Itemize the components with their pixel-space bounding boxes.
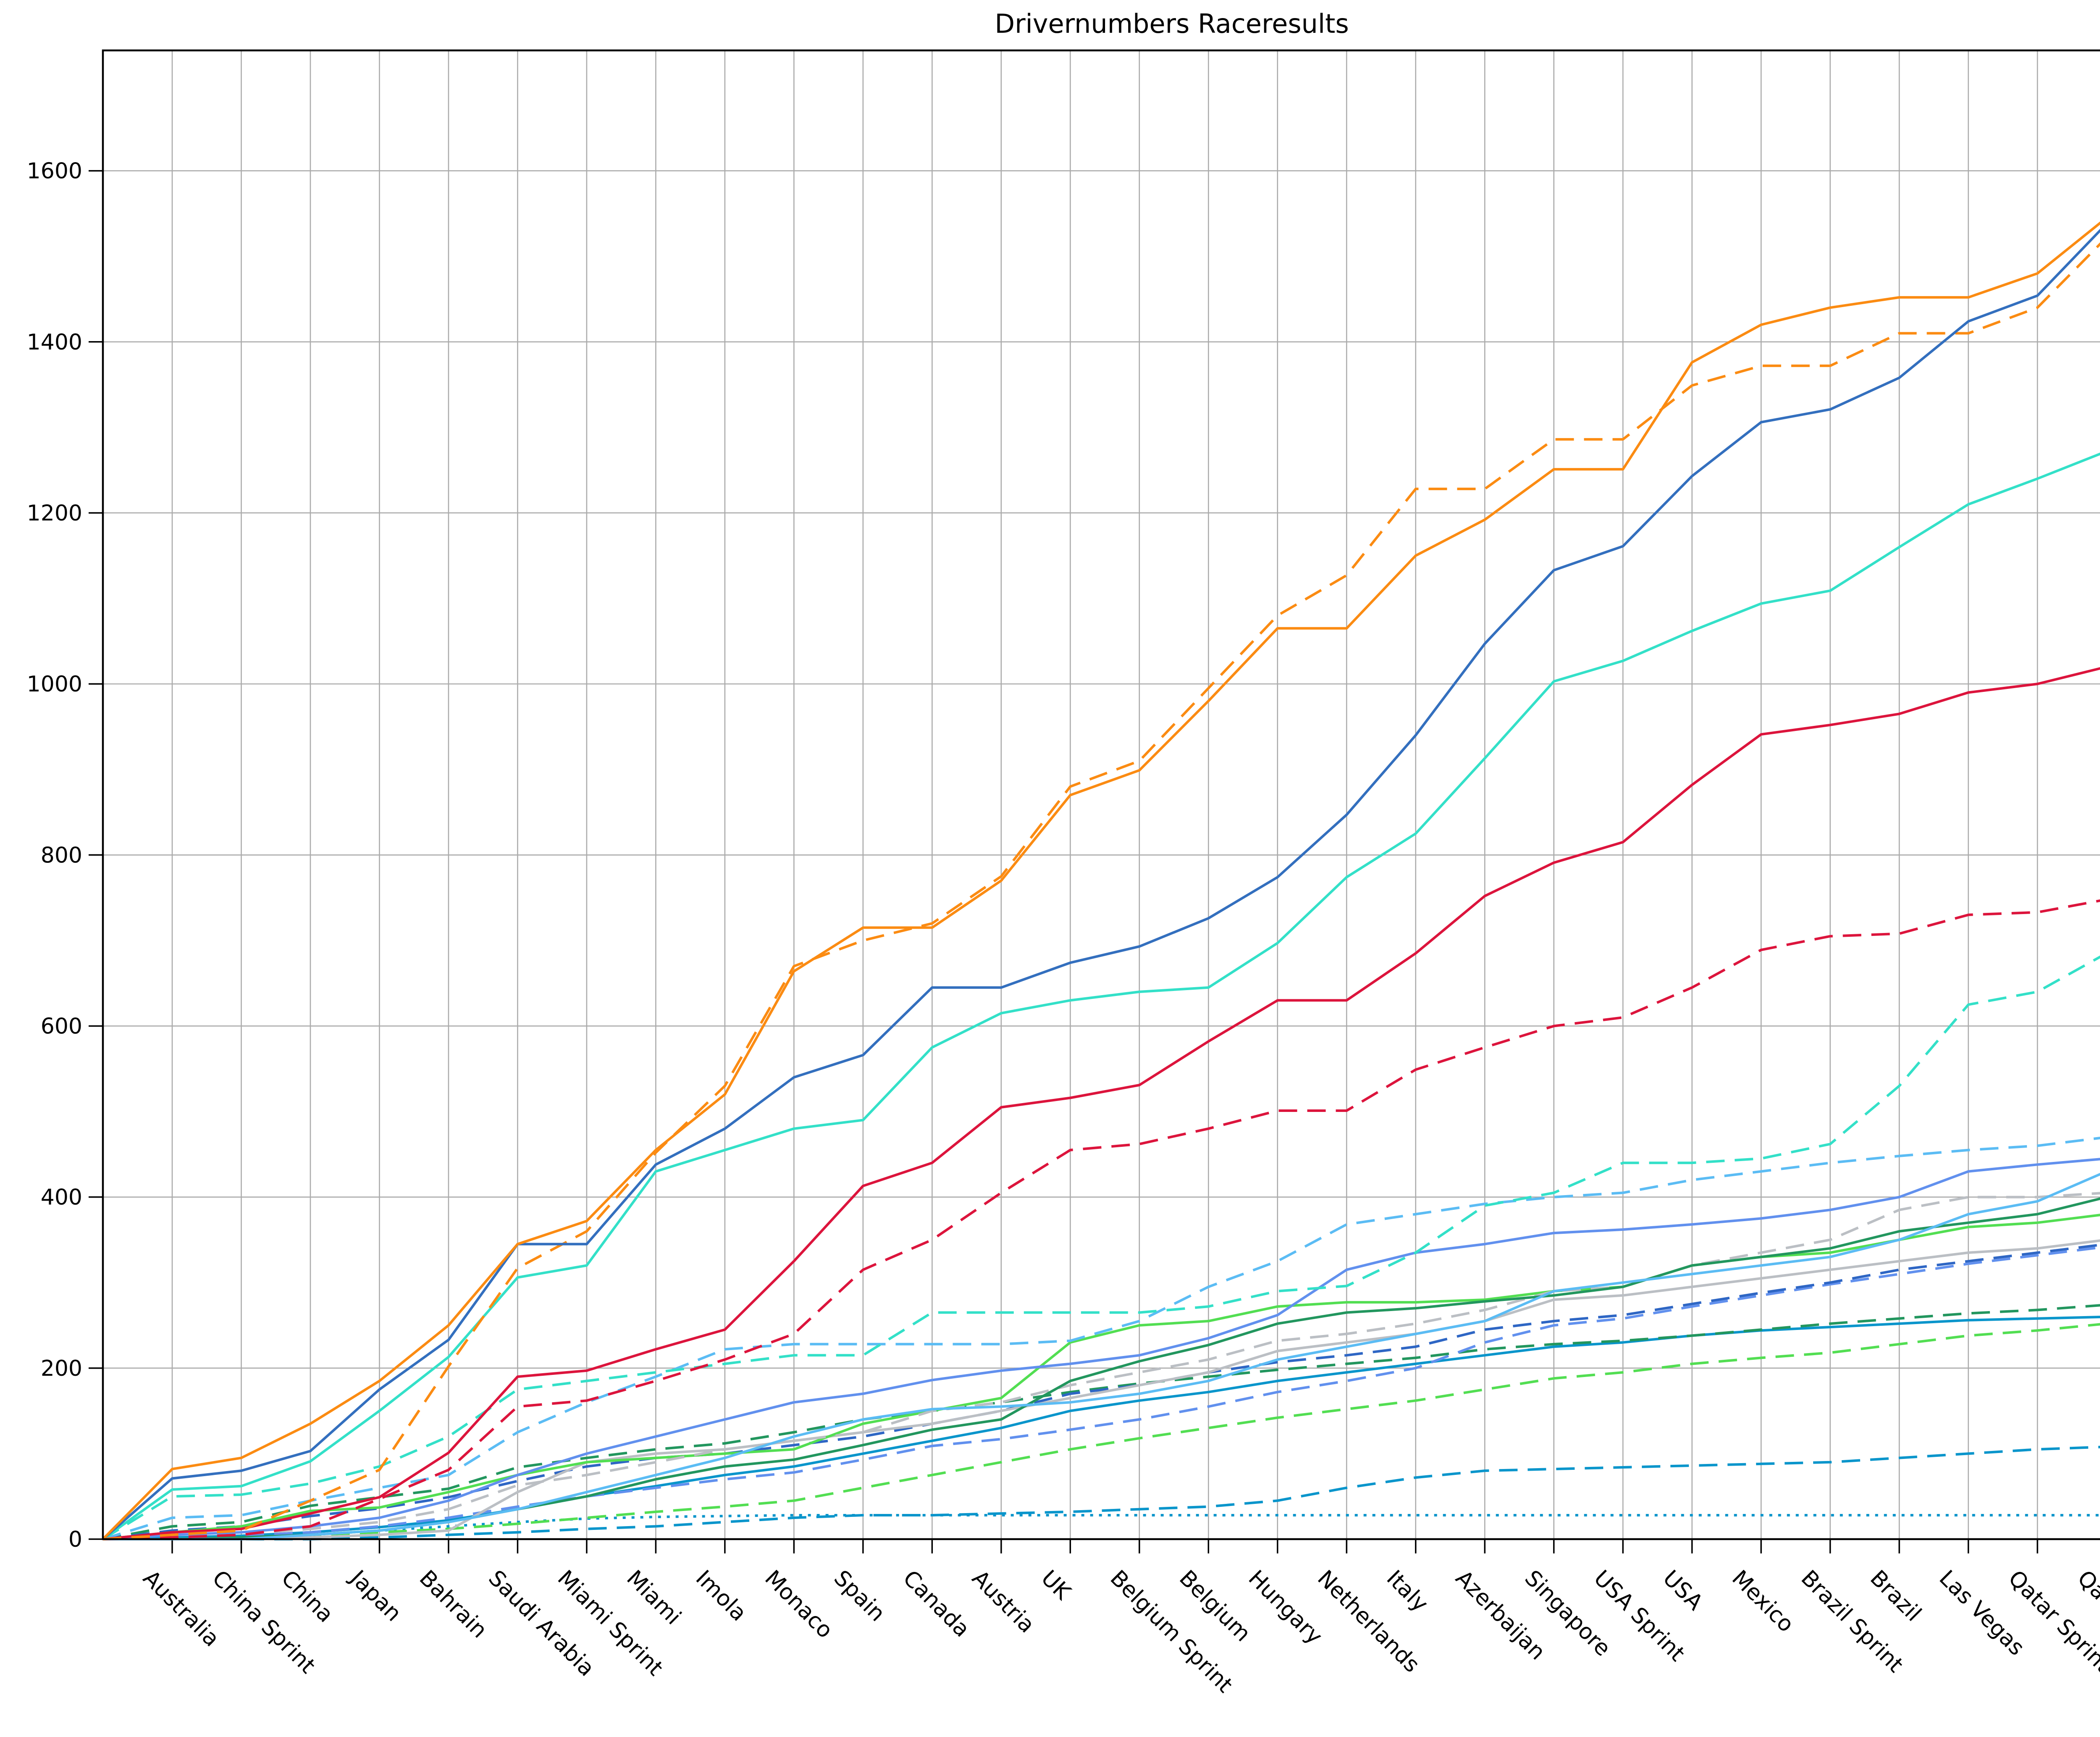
series-line-lec: [102, 667, 2100, 1540]
y-axis-tick-label: 1200: [27, 501, 82, 526]
y-axis-tick-label: 0: [68, 1527, 82, 1552]
x-axis-tick-label: USA: [1658, 1566, 1708, 1616]
x-axis-tick-label: Australia: [138, 1566, 224, 1652]
plot-border: [102, 49, 2100, 1540]
series-line-col: [103, 1445, 2100, 1540]
series-line-oco: [103, 1239, 2100, 1540]
series-line-pia: [102, 242, 2100, 1540]
series-line-nor: [102, 221, 2100, 1540]
series-line-sai: [103, 1173, 2100, 1540]
series-line-hül: [102, 1214, 2100, 1540]
series-line-tsu: [102, 1243, 2100, 1540]
y-axis-tick-label: 1000: [27, 672, 82, 697]
x-axis-tick-label: Japan: [344, 1565, 406, 1627]
series-line-bea: [102, 1192, 2100, 1540]
x-axis-tick-label: Italy: [1381, 1566, 1433, 1617]
series-line-alb: [102, 1136, 2100, 1540]
x-axis-tick-label: Qatar: [2072, 1566, 2100, 1627]
series-line-ham: [102, 899, 2100, 1540]
x-axis-tick-label: Belgium Sprint: [1105, 1566, 1238, 1698]
x-axis-tick-label: China: [276, 1566, 338, 1627]
y-axis-tick-label: 200: [41, 1356, 82, 1381]
axis-ticks: [89, 170, 2038, 1553]
x-axis-tick-label: Monaco: [760, 1566, 837, 1643]
x-axis-tick-label: Imola: [691, 1566, 751, 1626]
series-line-str: [102, 1304, 2100, 1540]
y-axis-tick-label: 800: [41, 843, 82, 868]
series-line-had: [102, 1158, 2100, 1540]
series-line-bor: [103, 1323, 2100, 1540]
x-axis-tick-label: Canada: [898, 1566, 974, 1642]
x-axis-tick-label: Miami: [622, 1566, 686, 1630]
series-line-ant: [102, 955, 2100, 1540]
chart-title: Drivernumbers Raceresults: [995, 8, 1349, 39]
x-axis-tick-label: Mexico: [1727, 1566, 1799, 1637]
y-axis-tick-label: 400: [41, 1185, 82, 1210]
x-axis-tick-label: Bahrain: [415, 1566, 492, 1643]
y-axis-tick-label: 1600: [27, 159, 82, 184]
x-axis-tick-label: Brazil: [1865, 1566, 1926, 1627]
series-line-rus: [102, 452, 2100, 1540]
series-line-gas: [102, 1316, 2100, 1540]
x-axis-tick-label: Spain: [829, 1566, 890, 1627]
series-line-ver: [102, 229, 2100, 1540]
gridlines: [103, 50, 2100, 1539]
series-line-law: [102, 1246, 2100, 1540]
series-lines: [102, 221, 2100, 1540]
y-axis-tick-label: 600: [41, 1014, 82, 1039]
x-axis-tick-label: Austria: [967, 1566, 1040, 1638]
series-line-doo: [103, 1514, 2100, 1540]
x-axis-tick-label: UK: [1036, 1566, 1076, 1606]
axis-labels: 0 200 400 600 800 1000 1200 1400 1600 Australia Ch…: [27, 159, 2100, 1698]
y-axis-tick-label: 1400: [27, 330, 82, 355]
x-axis-tick-label: Hungary: [1244, 1566, 1327, 1649]
